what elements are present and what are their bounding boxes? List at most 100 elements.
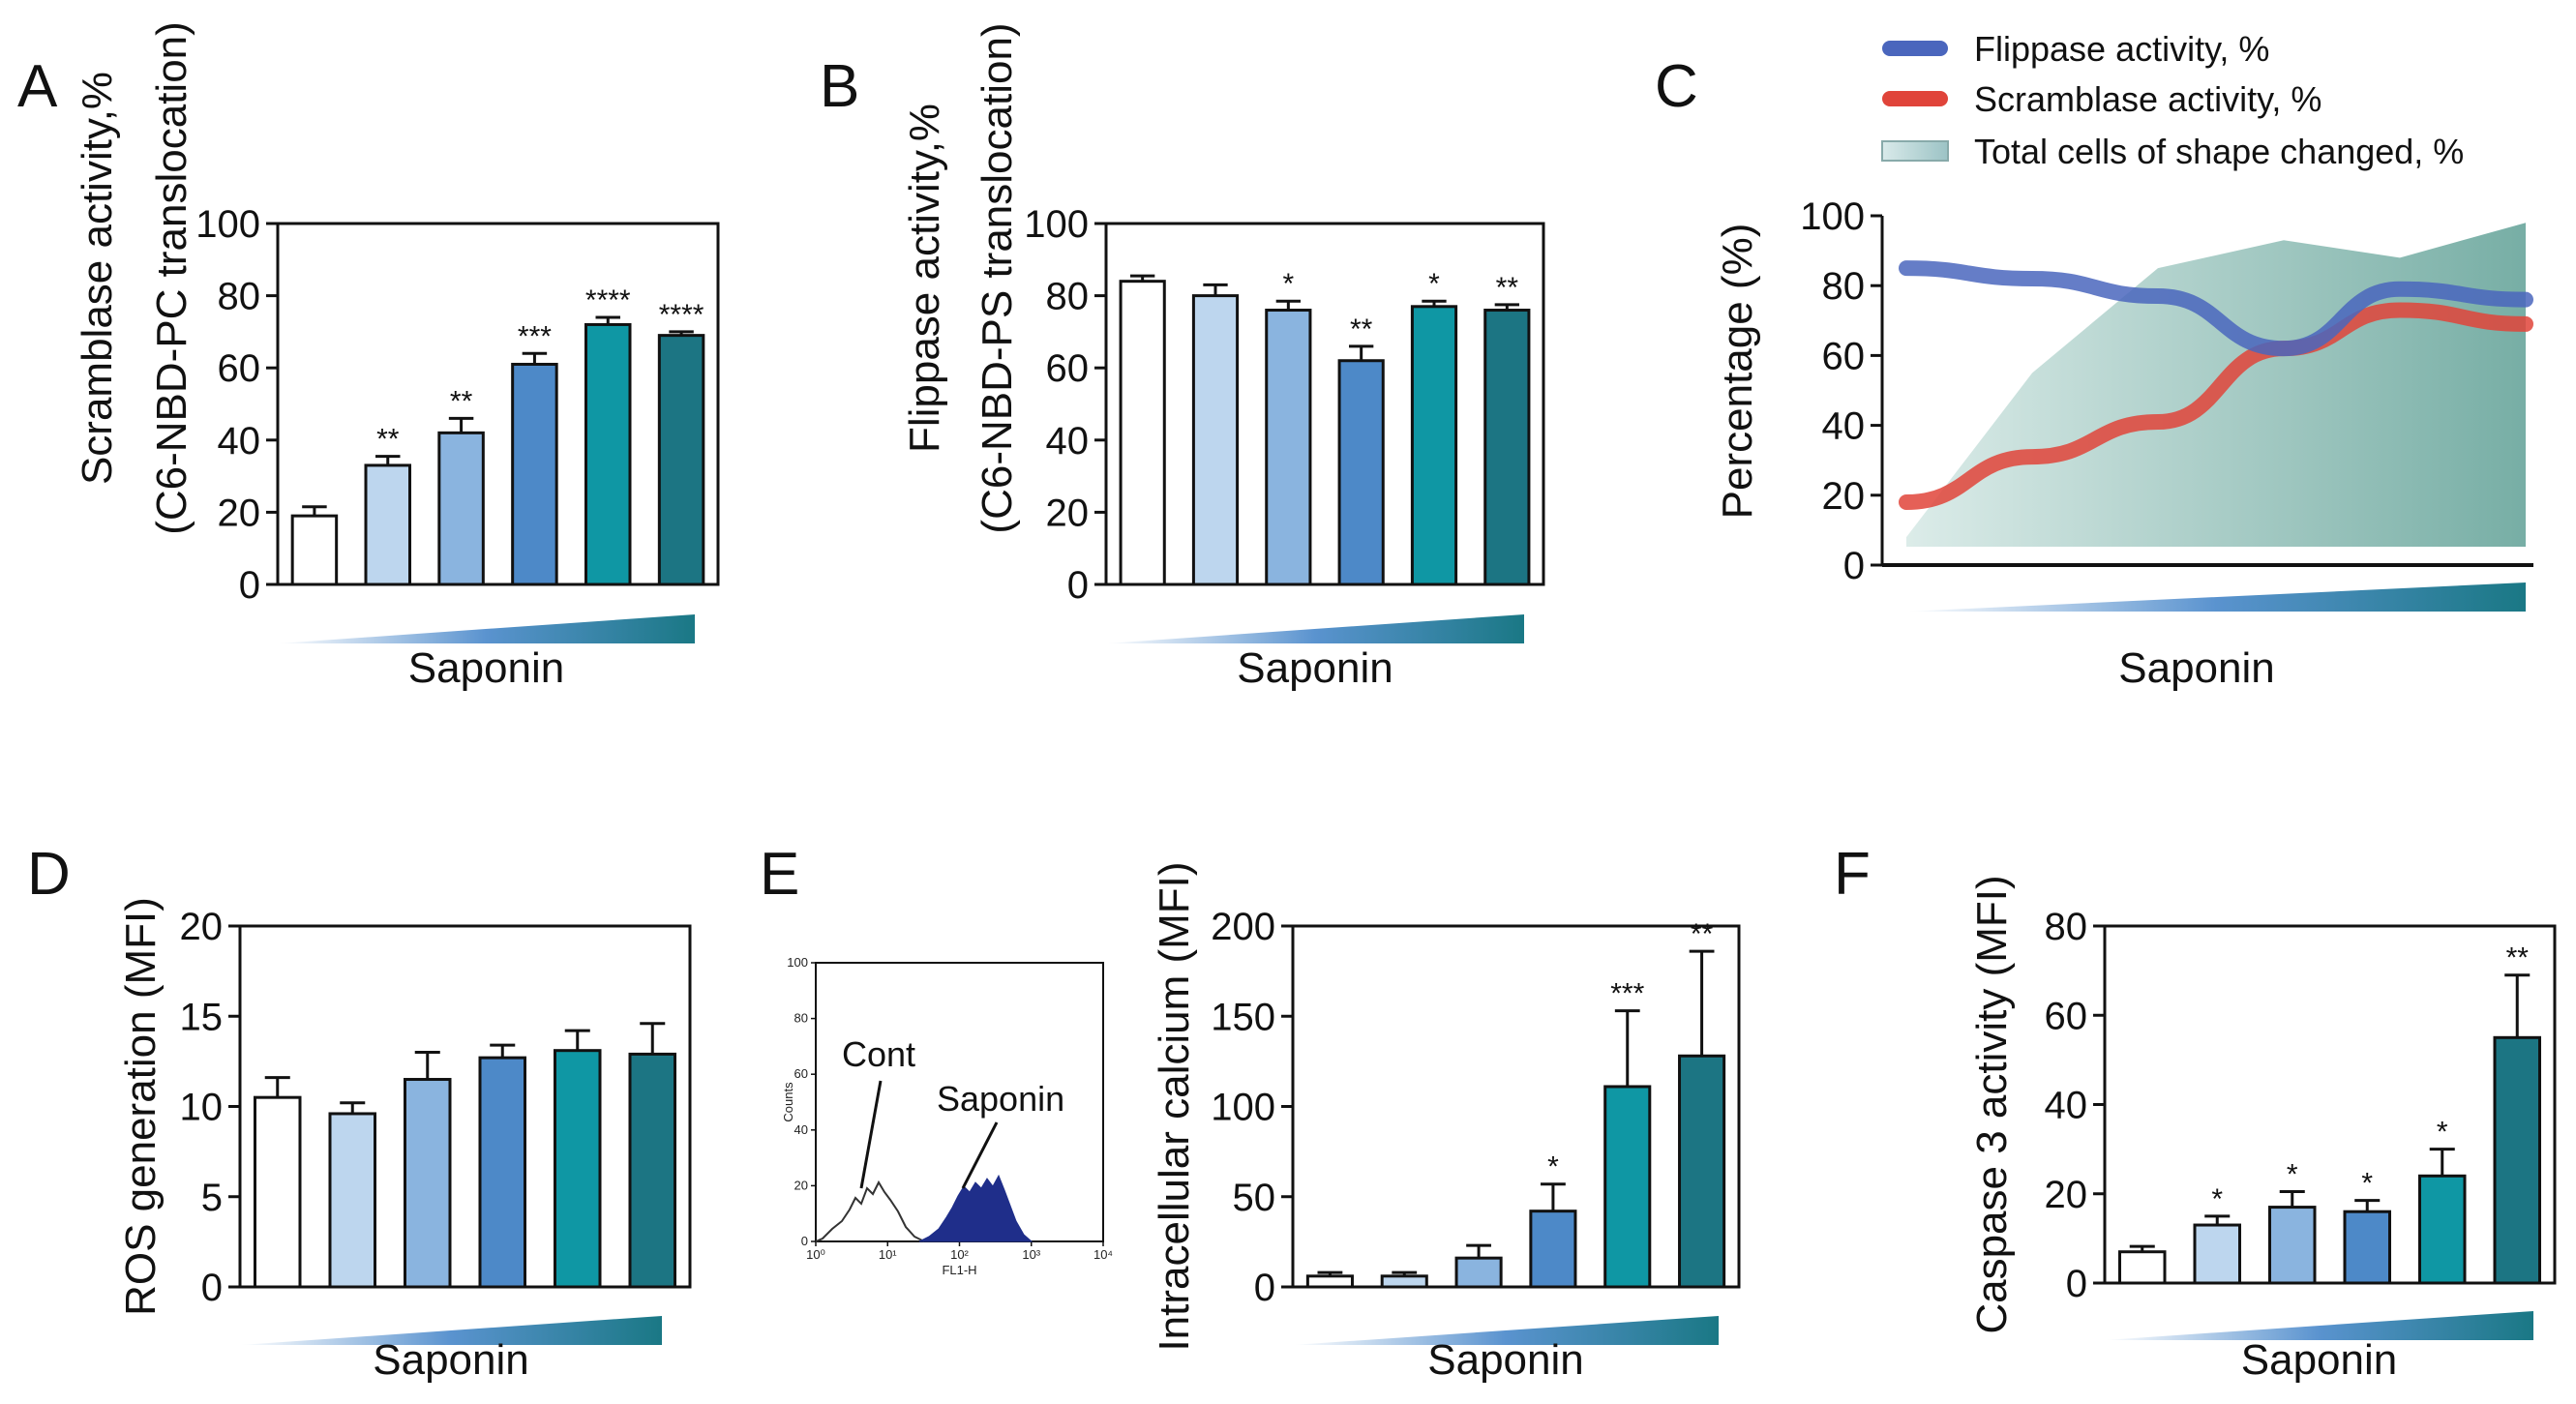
bar [478,1056,526,1289]
bar [2193,1223,2241,1285]
y-tick-label: 5 [201,1177,223,1219]
y-tick-label: 100 [1211,1087,1275,1129]
y-tick-label: 60 [218,347,261,390]
y-tick-label: 80 [218,276,261,318]
y-tick-label: 150 [1211,996,1275,1038]
bar [1191,294,1240,586]
saponin-gradient-wedge [1906,583,2526,612]
y-tick-label: 100 [1800,195,1865,238]
panel-letter: F [1834,841,1871,908]
panel-letter: E [760,841,799,908]
saponin-gradient-wedge [278,614,695,643]
y-tick-label: 0 [201,1267,223,1309]
panel-letter: D [27,841,71,908]
plot-frame [238,924,692,1289]
bar [404,1078,452,1289]
x-tick-label: 10³ [1022,1247,1040,1262]
plot-frame [1291,924,1741,1289]
significance-label: **** [585,284,631,316]
y-tick-label: 80 [1046,276,1090,318]
panel-c: C 0 20 40 60 80 100 Percentage (%) Flippase acti… [1655,29,2533,692]
significance-label: * [2287,1158,2298,1190]
y-tick-label: 0 [1067,564,1089,607]
x-tick-label: 10⁴ [1093,1247,1113,1262]
y-tick-label: 20 [180,906,224,948]
y-axis-label: Percentage (%) [1714,224,1761,520]
significance-label: * [1547,1151,1559,1183]
bar [1603,1085,1652,1289]
plot-frame [2103,924,2557,1285]
legend-entry: Flippase activity, % [1974,29,2269,69]
saponin-gradient-wedge [1106,614,1524,643]
y-tick-label: 20 [794,1178,808,1192]
control-histogram [815,1180,925,1242]
y-axis-label: Flippase activity,% [901,104,948,453]
significance-label: ** [2506,942,2530,974]
bar [1305,1274,1354,1289]
bar [2418,1174,2467,1285]
y-tick-label: 60 [1046,347,1090,390]
y-axis-label: Scramblase activity,% [74,72,121,485]
label-saponin: Saponin [937,1079,1064,1119]
significance-label: ** [1350,314,1373,345]
x-axis-label: Saponin [2118,644,2274,692]
x-axis-label: Saponin [408,644,564,692]
y-tick-label: 20 [218,492,261,534]
y-tick-label: 60 [794,1066,808,1081]
y-tick-label: 0 [239,564,260,607]
x-axis-label: Saponin [373,1336,528,1384]
y-tick-label: 60 [1822,335,1866,377]
y-tick-label: 0 [1254,1267,1275,1309]
y-axis-label-2: (C6-NBD-PC translocation) [148,21,195,535]
bar [437,431,485,586]
legend: Flippase activity, % Scramblase activity,… [1881,29,2464,171]
y-tick-label: 100 [1024,203,1089,246]
significance-label: **** [659,299,704,331]
saponin-gradient-wedge [240,1316,662,1345]
legend-entry: Scramblase activity, % [1974,79,2321,119]
y-tick-label: 10 [180,1087,224,1129]
y-tick-label: 20 [1046,492,1090,534]
bar [1529,1210,1577,1289]
y-axis-label: Caspase 3 activity (MFI) [1968,875,2016,1333]
significance-label: ** [1691,918,1714,950]
bar [1454,1256,1503,1289]
y-tick-label: 80 [1822,265,1866,308]
bar [554,1049,602,1289]
x-axis-label: Saponin [1427,1336,1583,1384]
significance-label: * [2361,1168,2373,1200]
panel-letter: A [17,53,58,120]
pointer-cont [859,1080,883,1189]
y-tick-label: 50 [1233,1177,1276,1219]
x-axis-label: FL1-H [942,1263,976,1277]
significance-label: *** [1610,978,1644,1010]
y-tick-label: 100 [787,955,808,970]
y-tick-label: 40 [2045,1085,2088,1127]
bar [1337,359,1385,586]
bar [511,362,558,586]
label-cont: Cont [842,1034,915,1074]
y-axis-label: Counts [781,1082,795,1122]
bar [254,1095,302,1289]
y-axis-label: ROS generation (MFI) [117,897,165,1316]
y-tick-label: 15 [180,996,224,1038]
panel-letter: B [820,53,859,120]
significance-label: * [2437,1117,2448,1149]
x-tick-label: 10² [950,1247,969,1262]
y-tick-label: 80 [2045,906,2088,948]
y-tick-label: 200 [1211,906,1275,948]
legend-swatch-scramblase [1882,91,1948,106]
panel-letter: C [1655,53,1698,120]
y-tick-label: 20 [1822,475,1866,518]
legend-swatch-shape [1881,140,1949,162]
significance-label: ** [450,385,473,417]
y-tick-label: 0 [1843,545,1865,587]
x-tick-label: 10⁰ [806,1247,825,1262]
bar [2268,1206,2317,1285]
bar [328,1112,376,1289]
panel-e-histogram: E 0 20 40 60 80 100 10⁰ 10¹ 10² 10³ 10⁴ Counts FL1-H C… [760,841,1113,1277]
saponin-gradient-wedge [1293,1316,1719,1345]
y-axis-label: Intracellular calcium (MFI) [1151,861,1198,1351]
